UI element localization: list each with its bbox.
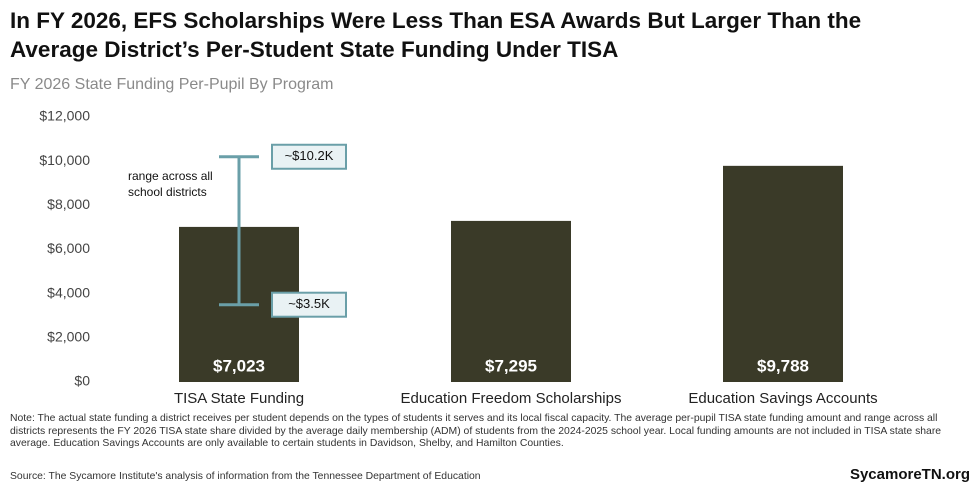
- note: Note: The actual state funding a distric…: [10, 413, 942, 449]
- range-annotation: range across all school districts: [128, 169, 213, 199]
- y-tick-label: $6,000: [47, 240, 90, 256]
- chart-subtitle: FY 2026 State Funding Per-Pupil By Progr…: [10, 76, 334, 93]
- value-label: $7,295: [485, 356, 537, 375]
- chart-title: In FY 2026, EFS Scholarships Were Less T…: [10, 8, 862, 62]
- bar: [451, 220, 571, 382]
- y-tick-label: $10,000: [39, 152, 90, 168]
- range-label-box: [271, 291, 347, 318]
- y-tick-label: $4,000: [47, 284, 90, 300]
- brand: SycamoreTN.org: [849, 466, 970, 483]
- y-tick-label: $0: [74, 373, 90, 389]
- x-tick-label: Education Savings Accounts: [688, 390, 877, 407]
- x-tick-label: Education Freedom Scholarships: [401, 390, 622, 407]
- y-tick-label: $8,000: [47, 196, 90, 212]
- y-tick-label: $12,000: [39, 108, 90, 124]
- chart: $0 $2,000 $4,000 $6,000 $8,000 $10,000 $12,000…: [39, 108, 877, 407]
- range-value-label: ~$10.2K: [285, 148, 334, 163]
- range-value-label: ~$3.5K: [288, 296, 330, 311]
- source: Source: The Sycamore Institute's analysi…: [10, 471, 481, 482]
- bar: [723, 165, 843, 382]
- value-label: $9,788: [757, 356, 809, 375]
- y-tick-label: $2,000: [47, 329, 90, 345]
- value-label: $7,023: [213, 356, 265, 375]
- x-tick-label: TISA State Funding: [174, 390, 304, 407]
- range-label-box: [271, 143, 347, 170]
